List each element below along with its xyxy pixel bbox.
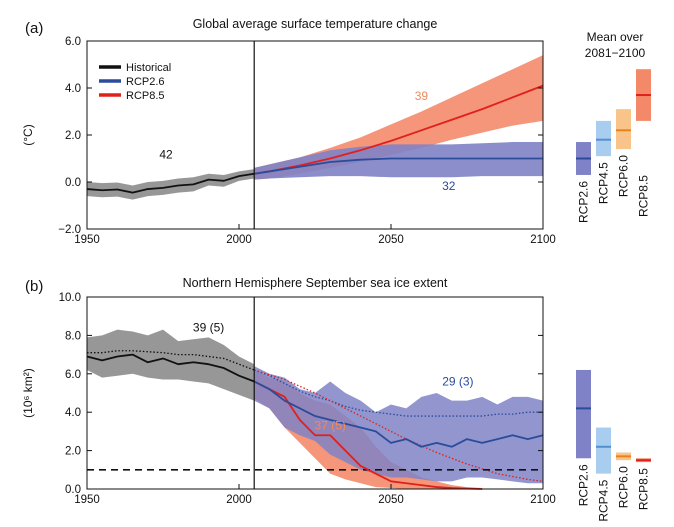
box-label: RCP2.6 [577,464,591,506]
y-tick-label: 6.0 [65,36,81,48]
legend-label-rcp26: RCP2.6 [126,76,165,88]
x-tick-label: 1950 [74,234,100,246]
box-label: RCP8.5 [637,468,651,510]
series-trend-hist [87,350,255,371]
legend-label-rcp85: RCP8.5 [126,90,165,102]
x-tick-label: 1950 [74,494,100,506]
y-tick-label: 2.0 [65,446,81,458]
legend-label-hist: Historical [126,62,171,74]
series-annotation: 39 [415,89,429,103]
y-tick-label: −2.0 [58,224,81,236]
y-tick-label: 0.0 [65,177,81,189]
x-tick-label: 2000 [226,234,252,246]
y-tick-label: 6.0 [65,369,81,381]
series-band-rcp26 [254,142,543,180]
plot-frame [86,296,544,490]
series-line-hist [86,353,255,383]
y-tick-label: 8.0 [65,330,81,342]
series-line-rcp85 [253,380,483,490]
x-tick-label: 2100 [530,234,556,246]
chart-title: Northern Hemisphere September sea ice ex… [183,276,448,290]
chart-title: Global average surface temperature chang… [193,17,438,31]
box-title: Mean over [587,30,644,44]
y-axis-label: (°C) [21,124,35,145]
series-annotation: 29 (3) [442,374,473,388]
box-range-rcp45 [596,120,611,157]
box-label: RCP4.5 [597,162,611,204]
series-annotation: 32 [442,179,456,193]
x-tick-label: 2100 [530,494,556,506]
box-subtitle: 2081−2100 [585,46,646,60]
y-tick-label: 2.0 [65,130,81,142]
panel-b: (b) Northern Hemisphere September sea ice… [21,276,556,506]
y-tick-label: 4.0 [65,407,81,419]
series-band-hist [87,169,255,200]
series-annotation: 39 (5) [193,321,224,335]
series-band-rcp26 [254,366,543,484]
box-label: RCP6.0 [617,155,631,197]
panel-label: (b) [25,278,43,295]
y-tick-label: 4.0 [65,83,81,95]
x-tick-label: 2050 [378,494,404,506]
x-tick-label: 2000 [226,494,252,506]
box-label: RCP2.6 [577,181,591,223]
series-line-hist [86,172,255,194]
series-line-rcp26 [253,380,544,448]
y-tick-label: 10.0 [59,292,81,304]
x-tick-label: 2050 [378,234,404,246]
y-tick-label: 0.0 [65,484,81,496]
panel-a: (a) Global average surface temperature ch… [21,17,556,246]
box-range-rcp60 [616,109,631,150]
box-label: RCP6.0 [617,466,631,508]
panel-label: (a) [25,20,43,37]
box-range-rcp45 [596,427,611,474]
y-axis-label: (10⁶ km²) [21,368,35,418]
box-label: RCP4.5 [597,479,611,521]
box-label: RCP8.5 [637,175,651,217]
series-line-rcp26 [254,157,543,175]
series-band-hist [87,329,255,401]
series-annotation: 42 [159,148,173,162]
box-range-rcp26 [576,369,591,459]
series-trend-rcp26 [253,369,543,417]
series-annotation: 37 (5) [315,418,346,432]
